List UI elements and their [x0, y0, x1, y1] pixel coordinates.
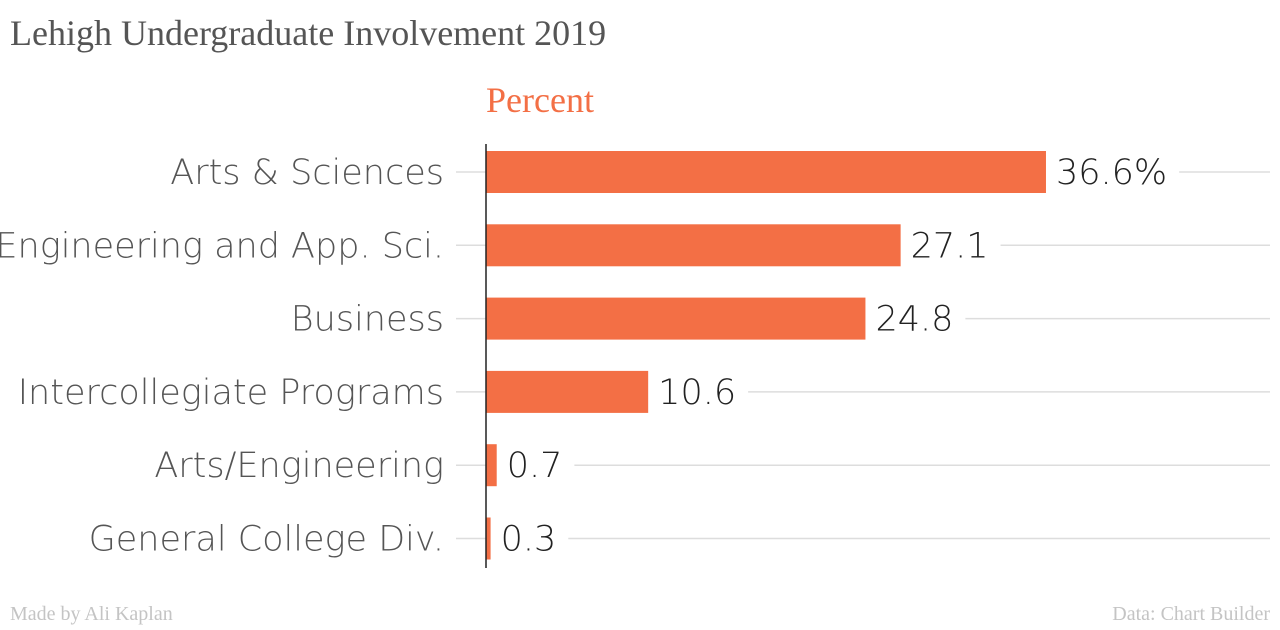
bar	[486, 297, 866, 340]
data-label: 0.3	[501, 520, 557, 560]
bar	[486, 517, 491, 560]
footer-credit: Made by Ali Kaplan	[10, 603, 173, 625]
data-label: 10.6	[658, 373, 736, 413]
chart-title: Lehigh Undergraduate Involvement 2019	[10, 13, 607, 53]
category-label: Business	[291, 300, 444, 340]
category-label: Arts/Engineering	[154, 446, 444, 486]
category-label: Engineering and App. Sci.	[0, 226, 444, 266]
data-label: 36.6%	[1056, 153, 1167, 193]
bars	[486, 151, 1046, 560]
gridlines	[456, 171, 1270, 540]
data-label: 24.8	[875, 300, 953, 340]
bar	[486, 444, 497, 487]
category-label: General College Div.	[89, 520, 444, 560]
data-labels: 36.6% 27.1 24.8 10.6 0.7 0.3	[501, 153, 1168, 560]
footer-source: Data: Chart Builder	[1112, 603, 1270, 625]
x-axis-title: Percent	[486, 80, 594, 120]
bar	[486, 370, 649, 413]
data-label: 27.1	[911, 226, 989, 266]
category-labels: Arts & Sciences Engineering and App. Sci.…	[0, 153, 444, 560]
data-label: 0.7	[507, 446, 563, 486]
bar	[486, 224, 901, 267]
category-label: Arts & Sciences	[170, 153, 444, 193]
bar	[486, 151, 1046, 193]
category-label: Intercollegiate Programs	[18, 373, 444, 413]
